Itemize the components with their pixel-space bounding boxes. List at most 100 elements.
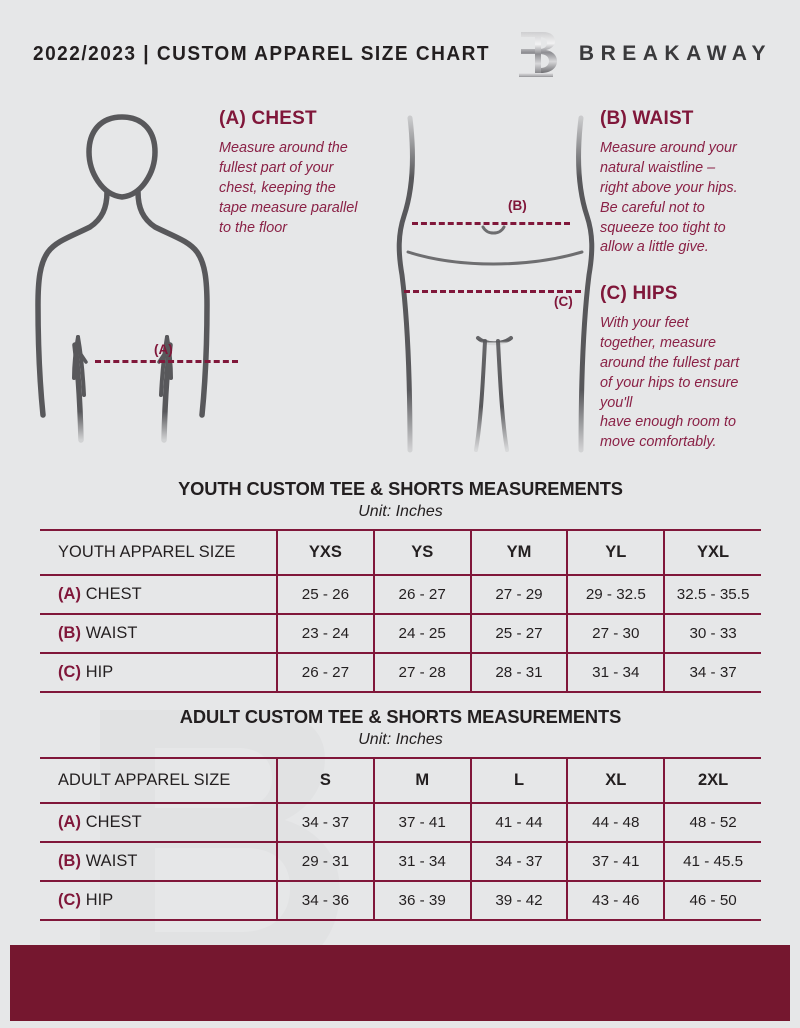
row-label-hip: HIP bbox=[85, 891, 114, 909]
hip-line-label: (C) bbox=[554, 294, 573, 309]
row-tag-c: (C) bbox=[58, 663, 82, 681]
adult-waist-s: 29 - 31 bbox=[276, 841, 375, 882]
row-tag-c: (C) bbox=[58, 891, 82, 909]
adult-row-waist-label: (B) WAIST bbox=[40, 841, 278, 882]
adult-chest-2xl: 48 - 52 bbox=[663, 802, 761, 843]
adult-hip-m: 36 - 39 bbox=[372, 880, 472, 921]
adult-size-table: ADULT APPAREL SIZE S M L XL 2XL (A) CHES… bbox=[40, 757, 761, 921]
youth-table-head: YOUTH APPAREL SIZE YXS YS YM YL YXL bbox=[40, 529, 761, 576]
youth-apparel-size-header: YOUTH APPAREL SIZE bbox=[40, 529, 278, 576]
hips-instructions: With your feet together, measure around … bbox=[600, 315, 740, 451]
youth-table-body: (A) CHEST 25 - 26 26 - 27 27 - 29 29 - 3… bbox=[40, 574, 761, 693]
chest-description-block: (A) CHEST Measure around the fullest par… bbox=[219, 108, 394, 238]
waist-instructions: Measure around your natural waistline – … bbox=[600, 140, 738, 256]
youth-col-yxl: YXL bbox=[663, 529, 761, 576]
adult-chest-xl: 44 - 48 bbox=[566, 802, 666, 843]
adult-chest-l: 41 - 44 bbox=[469, 802, 569, 843]
footer-color-band bbox=[10, 945, 790, 1021]
table-row: (A) CHEST 25 - 26 26 - 27 27 - 29 29 - 3… bbox=[40, 574, 761, 615]
adult-hip-l: 39 - 42 bbox=[469, 880, 569, 921]
youth-chest-yl: 29 - 32.5 bbox=[566, 574, 666, 615]
youth-row-chest-label: (A) CHEST bbox=[40, 574, 278, 615]
youth-size-table: YOUTH APPAREL SIZE YXS YS YM YL YXL (A) … bbox=[40, 529, 761, 693]
row-tag-b: (B) bbox=[58, 624, 82, 642]
adult-section: ADULT CUSTOM TEE & SHORTS MEASUREMENTS U… bbox=[40, 706, 761, 921]
youth-header-row: YOUTH APPAREL SIZE YXS YS YM YL YXL bbox=[40, 529, 761, 576]
adult-table-unit: Unit: Inches bbox=[358, 731, 443, 748]
adult-header-row: ADULT APPAREL SIZE S M L XL 2XL bbox=[40, 757, 761, 804]
youth-waist-yl: 27 - 30 bbox=[566, 613, 666, 654]
waist-description-block: (B) WAIST Measure around your natural wa… bbox=[600, 108, 780, 258]
row-label-chest: CHEST bbox=[85, 813, 142, 831]
row-label-hip: HIP bbox=[85, 663, 114, 681]
table-row: (A) CHEST 34 - 37 37 - 41 41 - 44 44 - 4… bbox=[40, 802, 761, 843]
adult-col-s: S bbox=[276, 757, 375, 804]
chest-heading: (A) CHEST bbox=[219, 108, 317, 129]
youth-col-ym: YM bbox=[469, 529, 569, 576]
adult-hip-2xl: 46 - 50 bbox=[663, 880, 761, 921]
adult-waist-2xl: 41 - 45.5 bbox=[663, 841, 761, 882]
youth-table-title: YOUTH CUSTOM TEE & SHORTS MEASUREMENTS bbox=[178, 478, 623, 499]
adult-row-hip-label: (C) HIP bbox=[40, 880, 278, 921]
waist-line-label: (B) bbox=[508, 198, 527, 213]
adult-apparel-size-header: ADULT APPAREL SIZE bbox=[40, 757, 278, 804]
chest-measure-line bbox=[95, 360, 238, 363]
youth-hip-yxs: 26 - 27 bbox=[276, 652, 375, 693]
youth-row-waist-label: (B) WAIST bbox=[40, 613, 278, 654]
adult-chest-m: 37 - 41 bbox=[372, 802, 472, 843]
adult-table-head: ADULT APPAREL SIZE S M L XL 2XL bbox=[40, 757, 761, 804]
lower-body-figure-illustration bbox=[396, 115, 595, 453]
torso-figure-illustration bbox=[35, 114, 210, 443]
youth-col-ys: YS bbox=[372, 529, 472, 576]
adult-table-body: (A) CHEST 34 - 37 37 - 41 41 - 44 44 - 4… bbox=[40, 802, 761, 921]
youth-hip-yl: 31 - 34 bbox=[566, 652, 666, 693]
adult-hip-xl: 43 - 46 bbox=[566, 880, 666, 921]
chest-instructions: Measure around the fullest part of your … bbox=[219, 140, 358, 236]
youth-section: YOUTH CUSTOM TEE & SHORTS MEASUREMENTS U… bbox=[40, 478, 761, 693]
youth-chest-ym: 27 - 29 bbox=[469, 574, 569, 615]
waist-heading: (B) WAIST bbox=[600, 108, 694, 129]
chest-line-label: (A) bbox=[154, 342, 173, 357]
youth-chest-ys: 26 - 27 bbox=[372, 574, 472, 615]
youth-hip-ys: 27 - 28 bbox=[372, 652, 472, 693]
youth-chest-yxl: 32.5 - 35.5 bbox=[663, 574, 761, 615]
adult-waist-l: 34 - 37 bbox=[469, 841, 569, 882]
row-label-waist: WAIST bbox=[85, 624, 138, 642]
youth-row-hip-label: (C) HIP bbox=[40, 652, 278, 693]
youth-hip-ym: 28 - 31 bbox=[469, 652, 569, 693]
page-header: 2022/2023 | CUSTOM APPAREL SIZE CHART bbox=[0, 30, 800, 78]
table-row: (B) WAIST 29 - 31 31 - 34 34 - 37 37 - 4… bbox=[40, 841, 761, 882]
brand-name: BREAKAWAY bbox=[578, 42, 772, 65]
adult-table-title: ADULT CUSTOM TEE & SHORTS MEASUREMENTS bbox=[179, 706, 622, 727]
youth-waist-ym: 25 - 27 bbox=[469, 613, 569, 654]
youth-chest-yxs: 25 - 26 bbox=[276, 574, 375, 615]
hip-measure-line bbox=[404, 290, 581, 293]
row-tag-b: (B) bbox=[58, 852, 82, 870]
youth-table-unit: Unit: Inches bbox=[358, 503, 443, 520]
table-row: (B) WAIST 23 - 24 24 - 25 25 - 27 27 - 3… bbox=[40, 613, 761, 654]
hips-description-block: (C) HIPS With your feet together, measur… bbox=[600, 283, 785, 453]
adult-col-l: L bbox=[469, 757, 569, 804]
table-row: (C) HIP 34 - 36 36 - 39 39 - 42 43 - 46 … bbox=[40, 880, 761, 921]
row-label-chest: CHEST bbox=[85, 585, 142, 603]
youth-waist-yxl: 30 - 33 bbox=[663, 613, 761, 654]
adult-chest-s: 34 - 37 bbox=[276, 802, 375, 843]
adult-col-xl: XL bbox=[566, 757, 666, 804]
youth-hip-yxl: 34 - 37 bbox=[663, 652, 761, 693]
row-tag-a: (A) bbox=[58, 813, 82, 831]
adult-col-2xl: 2XL bbox=[663, 757, 761, 804]
brand-lockup: BREAKAWAY bbox=[515, 28, 772, 80]
adult-col-m: M bbox=[372, 757, 472, 804]
adult-waist-xl: 37 - 41 bbox=[566, 841, 666, 882]
youth-col-yl: YL bbox=[566, 529, 666, 576]
row-tag-a: (A) bbox=[58, 585, 82, 603]
page-title: 2022/2023 | CUSTOM APPAREL SIZE CHART bbox=[33, 42, 490, 65]
waist-measure-line bbox=[412, 222, 570, 225]
adult-waist-m: 31 - 34 bbox=[372, 841, 472, 882]
youth-col-yxs: YXS bbox=[276, 529, 375, 576]
hips-heading: (C) HIPS bbox=[600, 283, 678, 304]
youth-waist-yxs: 23 - 24 bbox=[276, 613, 375, 654]
adult-row-chest-label: (A) CHEST bbox=[40, 802, 278, 843]
breakaway-b-monogram-icon bbox=[518, 32, 557, 77]
